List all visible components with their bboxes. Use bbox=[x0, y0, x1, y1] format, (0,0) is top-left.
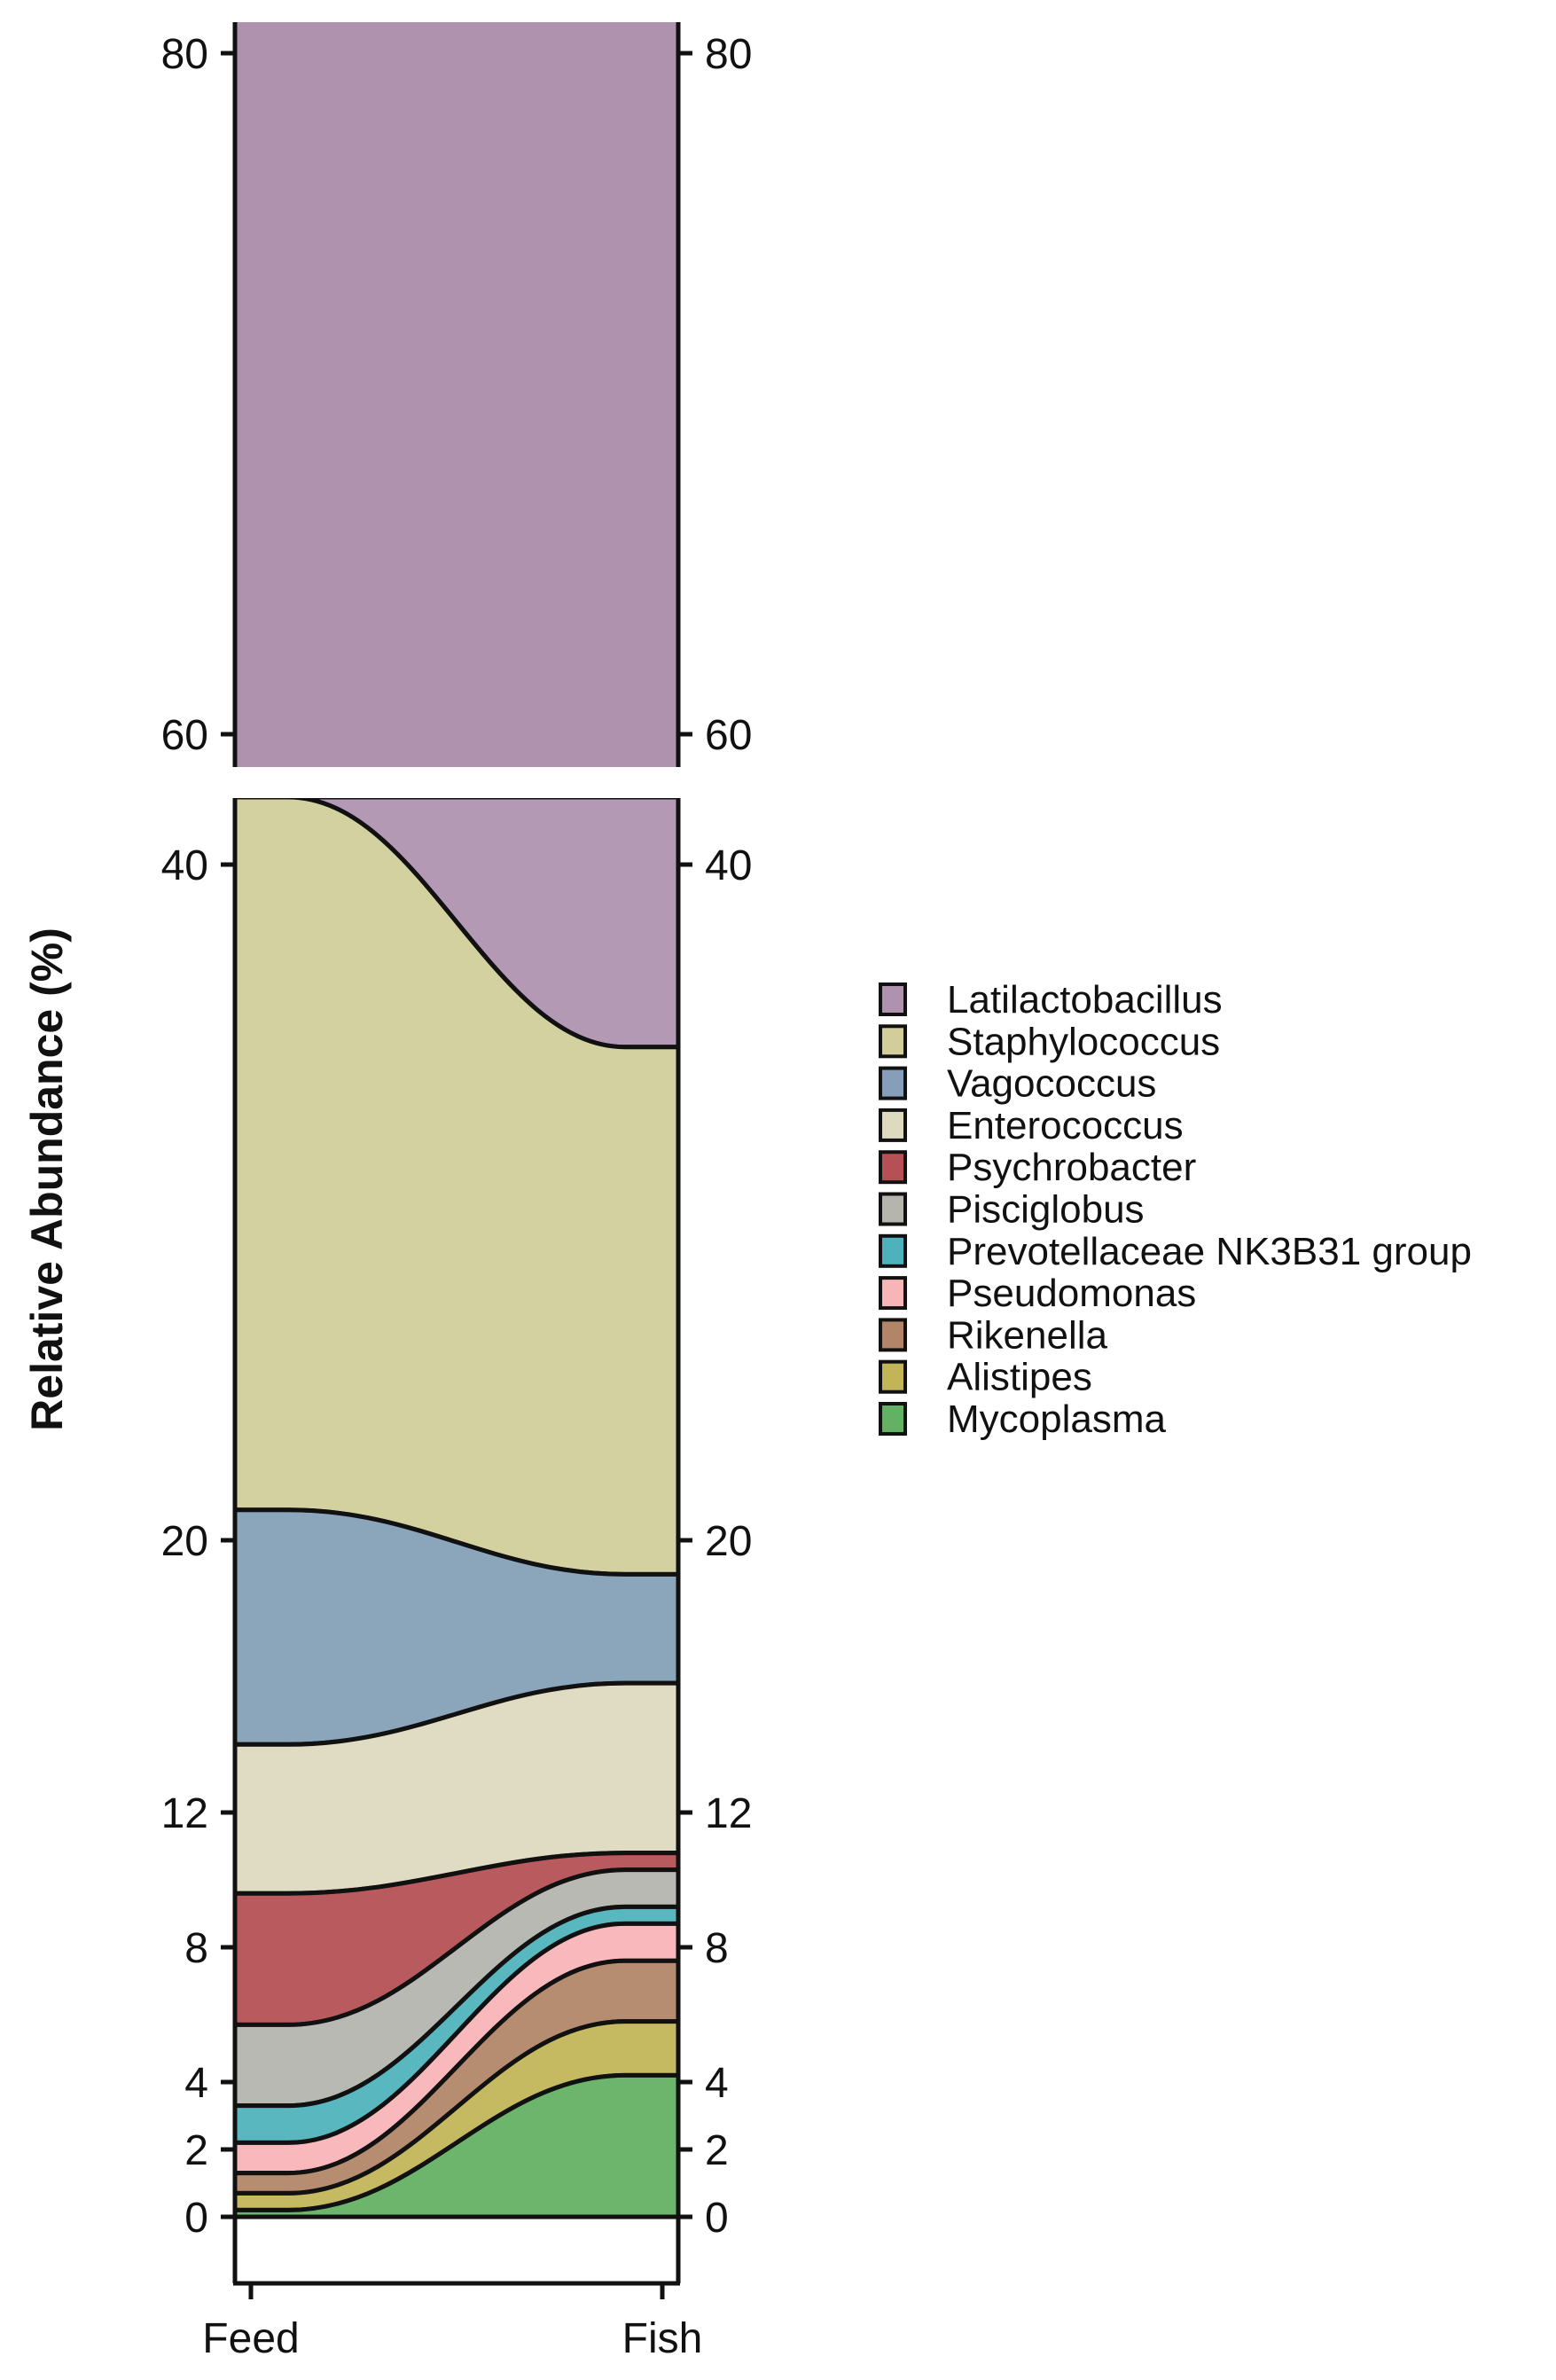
y-tick-label-right-60: 60 bbox=[705, 712, 752, 759]
legend-item-prevotellaceae-nk3b31-group: Prevotellaceae NK3B31 group bbox=[879, 1230, 1472, 1273]
legend-item-mycoplasma: Mycoplasma bbox=[879, 1397, 1166, 1441]
y-tick-label-left-60: 60 bbox=[161, 712, 208, 759]
legend-label-enterococcus: Enterococcus bbox=[947, 1104, 1184, 1147]
y-tick-label-right-0: 0 bbox=[705, 2195, 729, 2242]
legend-swatch-prevotellaceae-nk3b31-group bbox=[879, 1233, 907, 1268]
y-tick-label-right-8: 8 bbox=[705, 1925, 729, 1972]
y-axis-title: Relative Abundance (%) bbox=[22, 928, 72, 1431]
y-tick-label-right-20: 20 bbox=[705, 1518, 752, 1565]
legend-item-alistipes: Alistipes bbox=[879, 1356, 1092, 1399]
legend-label-pseudomonas: Pseudomonas bbox=[947, 1272, 1196, 1315]
y-tick-label-right-80: 80 bbox=[705, 31, 752, 78]
legend-label-vagococcus: Vagococcus bbox=[947, 1062, 1156, 1106]
legend-swatch-mycoplasma bbox=[879, 1402, 907, 1436]
y-tick-label-left-40: 40 bbox=[161, 842, 208, 889]
legend-label-prevotellaceae-nk3b31-group: Prevotellaceae NK3B31 group bbox=[947, 1230, 1472, 1273]
legend-label-staphylococcus: Staphylococcus bbox=[947, 1020, 1220, 1063]
legend-swatch-staphylococcus bbox=[879, 1024, 907, 1059]
legend-swatch-vagococcus bbox=[879, 1066, 907, 1100]
flow-mycoplasma bbox=[235, 2072, 678, 2220]
legend-item-vagococcus: Vagococcus bbox=[879, 1062, 1156, 1106]
legend-swatch-pisciglobus bbox=[879, 1192, 907, 1226]
legend-swatch-pseudomonas bbox=[879, 1276, 907, 1311]
y-tick-label-left-12: 12 bbox=[161, 1790, 208, 1837]
legend-label-psychrobacter: Psychrobacter bbox=[947, 1146, 1196, 1189]
y-tick-label-right-40: 40 bbox=[705, 842, 752, 889]
flow-upper-latilactobacillus bbox=[235, 22, 678, 767]
axes-layer: 60 60 80 80 0 0 2 2 4 4 8 8 12 12 20 20 40 40 Feed Fish bbox=[161, 22, 752, 2362]
lower-panel-flows bbox=[235, 798, 678, 2220]
legend-item-latilactobacillus: Latilactobacillus bbox=[879, 978, 1223, 1022]
legend-label-alistipes: Alistipes bbox=[947, 1356, 1092, 1399]
upper-panel-flows bbox=[235, 22, 678, 767]
legend: LatilactobacillusStaphylococcusVagococcu… bbox=[879, 978, 1472, 1441]
y-tick-label-right-4: 4 bbox=[705, 2060, 729, 2107]
y-tick-label-left-80: 80 bbox=[161, 31, 208, 78]
x-tick-label-feed: Feed bbox=[202, 2315, 299, 2362]
legend-item-psychrobacter: Psychrobacter bbox=[879, 1146, 1196, 1189]
legend-label-mycoplasma: Mycoplasma bbox=[947, 1397, 1166, 1441]
legend-swatch-alistipes bbox=[879, 1359, 907, 1394]
legend-item-pseudomonas: Pseudomonas bbox=[879, 1272, 1196, 1315]
legend-label-pisciglobus: Pisciglobus bbox=[947, 1188, 1145, 1232]
y-tick-label-left-4: 4 bbox=[184, 2060, 208, 2107]
flow-layer bbox=[235, 22, 678, 2220]
legend-item-rikenella: Rikenella bbox=[879, 1313, 1108, 1357]
y-tick-label-left-20: 20 bbox=[161, 1518, 208, 1565]
legend-item-enterococcus: Enterococcus bbox=[879, 1104, 1184, 1147]
legend-swatch-enterococcus bbox=[879, 1108, 907, 1142]
legend-item-staphylococcus: Staphylococcus bbox=[879, 1020, 1220, 1063]
y-tick-label-left-8: 8 bbox=[184, 1925, 208, 1972]
y-tick-label-left-2: 2 bbox=[184, 2127, 208, 2174]
legend-swatch-psychrobacter bbox=[879, 1150, 907, 1185]
y-tick-label-right-12: 12 bbox=[705, 1790, 752, 1837]
y-tick-label-right-2: 2 bbox=[705, 2127, 729, 2174]
x-tick-label-fish: Fish bbox=[622, 2315, 703, 2362]
legend-swatch-latilactobacillus bbox=[879, 983, 907, 1016]
legend-swatch-rikenella bbox=[879, 1318, 907, 1352]
legend-item-pisciglobus: Pisciglobus bbox=[879, 1188, 1145, 1232]
legend-label-latilactobacillus: Latilactobacillus bbox=[947, 978, 1223, 1022]
y-tick-label-left-0: 0 bbox=[184, 2195, 208, 2242]
legend-label-rikenella: Rikenella bbox=[947, 1313, 1108, 1357]
